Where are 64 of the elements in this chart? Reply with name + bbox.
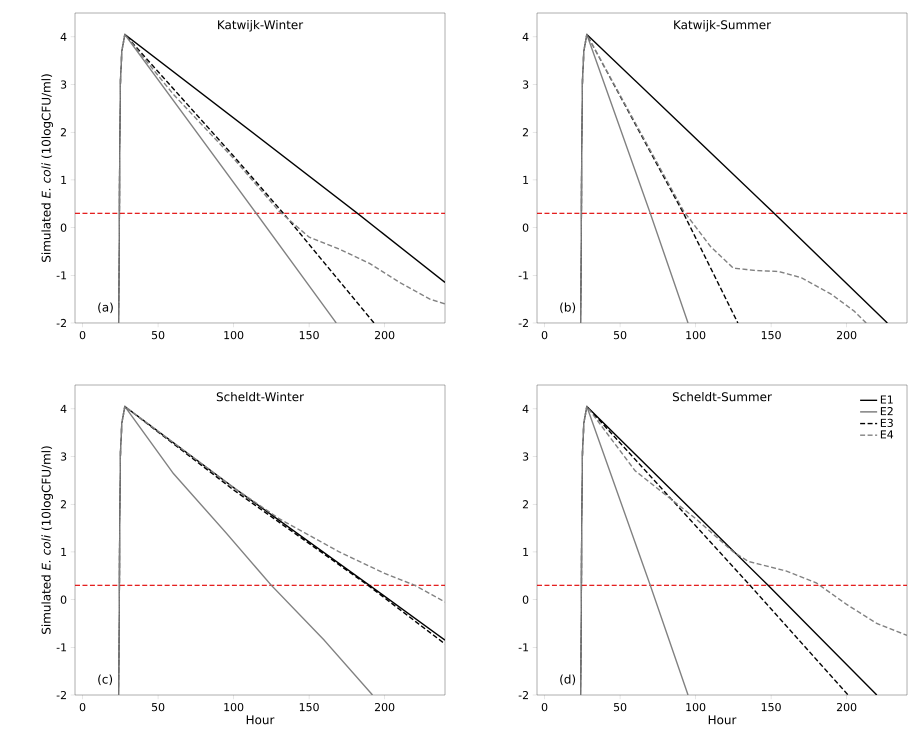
x-tick-label: 100 — [224, 702, 244, 712]
y-tick-label: 2 — [60, 128, 66, 136]
x-tick-label: 150 — [762, 330, 781, 340]
x-axis-title: Hour — [708, 715, 736, 724]
y-tick-label: 1 — [523, 176, 528, 184]
chart-title: Scheldt-Winter — [216, 392, 304, 402]
x-tick-label: 150 — [300, 330, 319, 340]
x-tick-label: 200 — [836, 330, 856, 340]
y-tick-label: -1 — [518, 643, 528, 652]
text: Katwijk-Winter — [218, 20, 304, 32]
y-tick-label: 0 — [60, 595, 66, 604]
text: Katwijk-Summer — [674, 20, 772, 32]
y-tick-label: 3 — [522, 452, 528, 461]
y-tick-label: 2 — [60, 500, 66, 508]
x-tick-label: 50 — [614, 702, 626, 712]
y-tick-label: -1 — [518, 271, 528, 280]
x-tick-label: 0 — [80, 330, 86, 340]
y-tick-label: -2 — [56, 690, 66, 700]
y-tick-label: -2 — [518, 690, 528, 700]
y-tick-label: 4 — [522, 32, 528, 41]
x-tick-label: 150 — [300, 702, 319, 712]
chart-title: Scheldt-Summer — [672, 392, 772, 402]
y-tick-label: 0 — [60, 223, 66, 232]
x-tick-label: 100 — [686, 330, 706, 340]
x-tick-label: 0 — [80, 702, 86, 712]
y-tick-label: 0 — [522, 223, 528, 232]
legend-label: E2 — [880, 407, 893, 416]
y-tick-label: -2 — [518, 318, 528, 328]
y-tick-label: 3 — [60, 80, 66, 89]
x-tick-label: 100 — [224, 330, 244, 340]
x-tick-label: 200 — [836, 702, 856, 712]
y-tick-label: 3 — [522, 80, 528, 89]
y-tick-label: 2 — [522, 500, 528, 508]
legend-label: E4 — [880, 430, 894, 438]
x-tick-label: 200 — [374, 702, 394, 712]
y-tick-label: -1 — [56, 271, 66, 280]
annotation: (d) — [560, 674, 576, 686]
x-axis-title: Hour — [246, 715, 274, 724]
annotation: (b) — [560, 302, 576, 314]
annotation: (c) — [98, 674, 112, 686]
y-axis-title: Simulated E. coli (10logCFU/ml) — [41, 74, 53, 262]
annotation: (a) — [98, 302, 113, 314]
legend-label: E3 — [880, 418, 893, 428]
y-tick-label: 4 — [522, 404, 528, 413]
x-tick-label: 0 — [542, 330, 548, 340]
x-tick-label: 100 — [686, 702, 706, 712]
x-tick-label: 50 — [152, 702, 164, 712]
x-tick-label: 150 — [762, 702, 781, 712]
x-tick-label: 0 — [542, 702, 548, 712]
y-tick-label: 3 — [60, 452, 66, 461]
y-tick-label: 2 — [522, 128, 528, 136]
x-tick-label: 50 — [614, 330, 626, 340]
y-tick-label: 4 — [60, 404, 66, 413]
x-tick-label: 50 — [152, 330, 164, 340]
legend-label: E1 — [880, 395, 893, 404]
y-tick-label: 1 — [523, 548, 528, 556]
y-tick-label: 1 — [61, 176, 66, 184]
y-tick-label: -2 — [56, 318, 66, 328]
y-tick-label: 4 — [60, 32, 66, 41]
y-axis-title: Simulated E. coli (10logCFU/ml) — [41, 446, 53, 634]
y-tick-label: 0 — [522, 595, 528, 604]
y-tick-label: 1 — [61, 548, 66, 556]
y-tick-label: -1 — [56, 643, 66, 652]
x-tick-label: 200 — [374, 330, 394, 340]
